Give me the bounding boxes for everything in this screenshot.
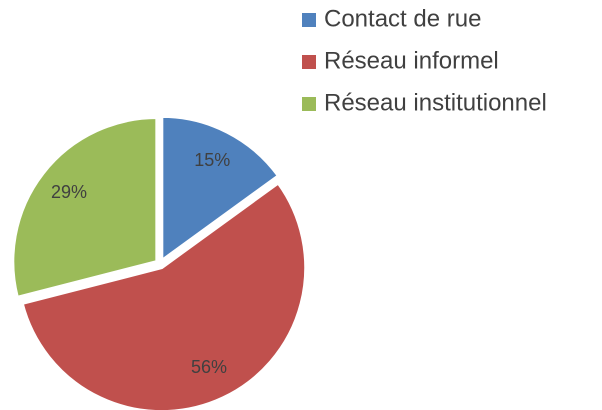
pie-slice bbox=[20, 180, 308, 410]
slice-label: 56% bbox=[191, 357, 227, 377]
legend-swatch bbox=[302, 55, 316, 69]
slice-label: 15% bbox=[194, 150, 230, 170]
pie-slice bbox=[11, 116, 159, 300]
legend-swatch bbox=[302, 97, 316, 111]
legend-text: Contact de rue bbox=[324, 5, 481, 32]
legend-text: Réseau informel bbox=[324, 47, 499, 74]
legend-swatch bbox=[302, 13, 316, 27]
legend-text: Réseau institutionnel bbox=[324, 89, 547, 116]
pie-slice bbox=[160, 114, 281, 264]
slice-label: 29% bbox=[51, 182, 87, 202]
